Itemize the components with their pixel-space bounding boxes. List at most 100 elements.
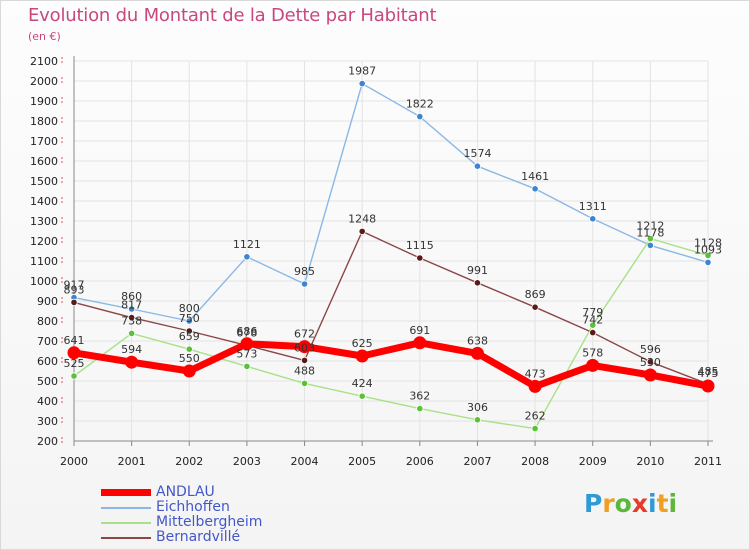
data-label: 485 [698,365,719,378]
data-label: 893 [64,283,85,296]
y-tick-label: 1900 [30,95,58,108]
data-label: 1248 [348,212,376,225]
data-label: 596 [640,343,661,356]
x-tick-label: 2007 [463,455,491,468]
data-label: 1987 [348,65,376,78]
proxiti-logo: Proxiti [584,489,677,518]
data-point [413,336,426,349]
data-point [356,350,369,363]
data-label: 750 [179,312,200,325]
legend-swatch-andlau [101,489,151,496]
data-point [532,304,538,310]
data-point [529,380,542,393]
series-line-andlau [74,343,708,387]
data-point [417,405,423,411]
logo-letter: r [602,489,614,518]
y-tick-label: 700 [37,335,58,348]
data-point [359,80,365,86]
y-tick-label: 900 [37,295,58,308]
data-point [301,380,307,386]
data-point [474,417,480,423]
data-label: 1822 [406,98,434,111]
y-tick-label: 1200 [30,235,58,248]
data-label: 550 [179,352,200,365]
series-line-eichhoffen [74,84,708,321]
data-label: 817 [121,299,142,312]
legend-swatch-eichhoffen [101,507,151,509]
x-tick-label: 2011 [694,455,722,468]
data-point [644,369,657,382]
data-point [532,425,538,431]
data-label: 672 [294,328,315,341]
data-label: 594 [121,343,142,356]
data-label: 488 [294,364,315,377]
legend-swatch-bernardville [101,537,151,539]
logo-letter: P [584,489,602,518]
data-point [301,281,307,287]
data-label: 530 [640,356,661,369]
data-label: 985 [294,265,315,278]
data-label: 659 [179,330,200,343]
data-point [244,363,250,369]
data-point [125,356,138,369]
x-tick-label: 2000 [60,455,88,468]
data-label: 1574 [463,147,491,160]
data-label: 473 [525,367,546,380]
y-tick-label: 1400 [30,195,58,208]
data-label: 691 [409,324,430,337]
y-tick-label: 1800 [30,115,58,128]
legend-label-bernardville: Bernardvillé [156,529,240,545]
logo-letter: i [669,489,678,518]
data-label: 991 [467,264,488,277]
data-label: 1461 [521,170,549,183]
y-tick-label: 1000 [30,275,58,288]
legend-label-mittelbergheim: Mittelbergheim [156,514,262,530]
data-label: 262 [525,410,546,423]
y-tick-label: 1600 [30,155,58,168]
data-label: 424 [352,377,373,390]
y-tick-label: 400 [37,395,58,408]
data-label: 1212 [636,220,664,233]
y-tick-label: 1300 [30,215,58,228]
legend-label-eichhoffen: Eichhoffen [156,499,230,515]
y-tick-label: 200 [37,435,58,448]
series-line-mittelbergheim [74,239,708,429]
logo-letter: x [632,489,648,518]
data-label: 1121 [233,238,261,251]
data-label: 603 [294,341,315,354]
x-tick-label: 2001 [118,455,146,468]
x-tick-label: 2004 [291,455,319,468]
data-point [417,255,423,261]
chart-frame: Evolution du Montant de la Dette par Hab… [0,0,750,550]
data-label: 578 [582,346,603,359]
logo-letter: o [615,489,632,518]
y-tick-label: 1700 [30,135,58,148]
data-point [71,373,77,379]
logo-letter: t [657,489,669,518]
y-tick-label: 500 [37,375,58,388]
data-label: 306 [467,401,488,414]
data-point [471,347,484,360]
logo-letter: i [648,489,657,518]
data-point [532,186,538,192]
data-label: 1311 [579,200,607,213]
data-point [586,359,599,372]
data-point [244,254,250,260]
data-label: 641 [64,334,85,347]
y-tick-label: 600 [37,355,58,368]
y-tick-label: 300 [37,415,58,428]
data-point [417,113,423,119]
line-chart: 2003004005006007008009001000110012001300… [1,1,749,549]
x-tick-label: 2010 [636,455,664,468]
data-point [590,216,596,222]
x-tick-label: 2006 [406,455,434,468]
data-label: 525 [64,357,85,370]
data-point [590,329,596,335]
data-label: 573 [236,347,257,360]
data-point [71,299,77,305]
data-label: 1115 [406,239,434,252]
legend-swatch-mittelbergheim [101,522,151,524]
data-label: 1128 [694,236,722,249]
data-point [128,330,134,336]
y-tick-label: 1100 [30,255,58,268]
